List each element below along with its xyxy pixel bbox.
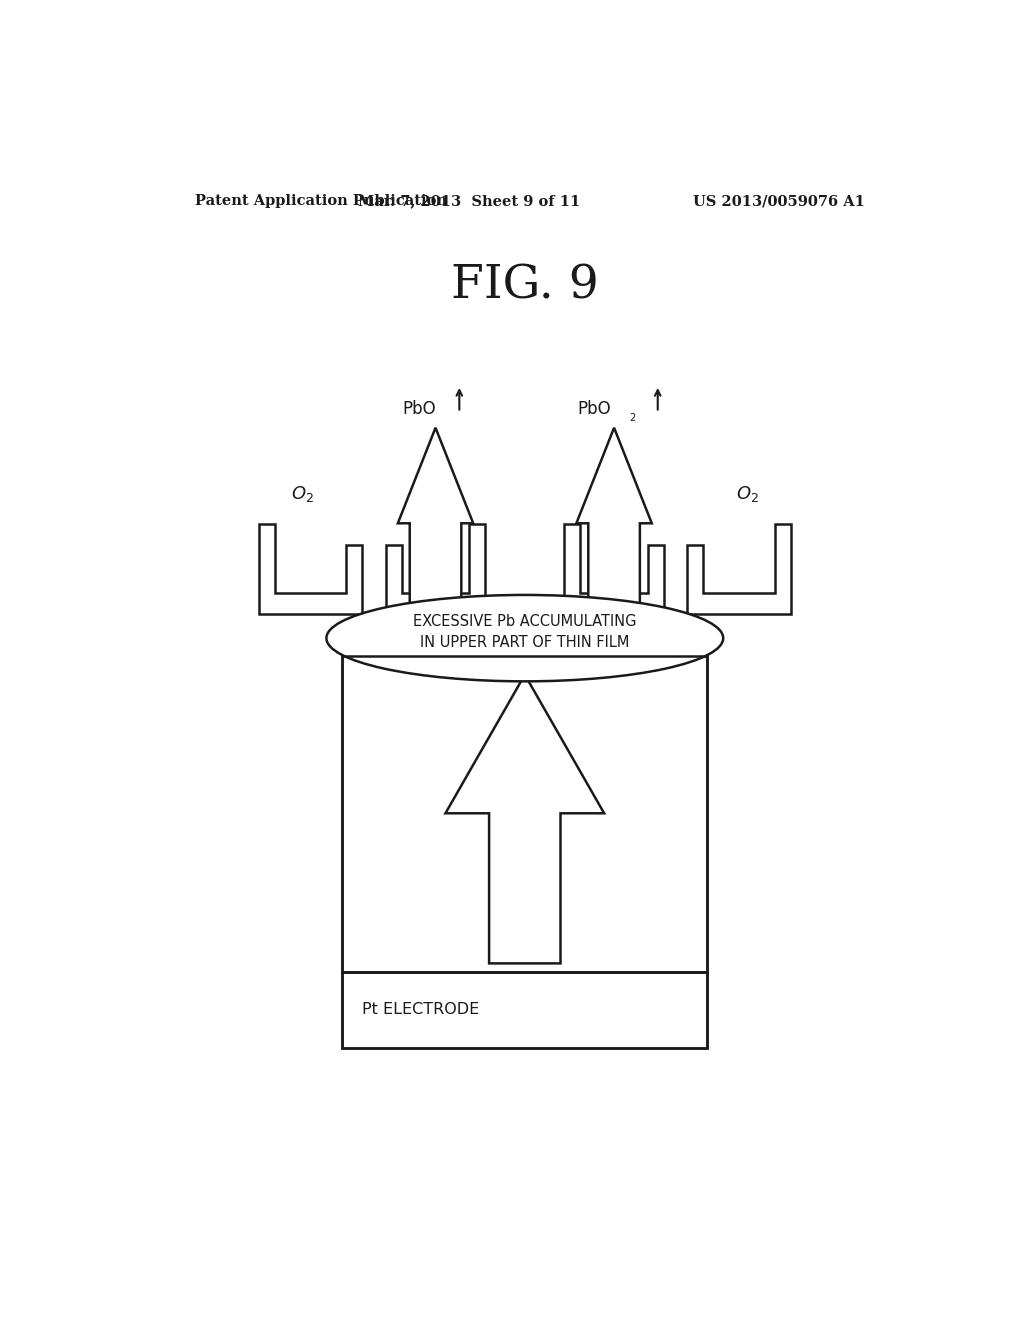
Text: US 2013/0059076 A1: US 2013/0059076 A1 [693, 194, 864, 209]
Polygon shape [564, 524, 664, 614]
Bar [342, 656, 708, 972]
Polygon shape [687, 524, 791, 614]
Polygon shape [397, 428, 473, 619]
Bar [342, 972, 708, 1048]
Polygon shape [445, 675, 604, 964]
Polygon shape [259, 524, 362, 614]
Text: $O_2$: $O_2$ [291, 484, 314, 504]
Polygon shape [577, 428, 652, 619]
Text: Patent Application Publication: Patent Application Publication [196, 194, 447, 209]
Text: $O_2$: $O_2$ [735, 484, 759, 504]
Text: Mar. 7, 2013  Sheet 9 of 11: Mar. 7, 2013 Sheet 9 of 11 [358, 194, 581, 209]
Text: EXCESSIVE Pb ACCUMULATING
IN UPPER PART OF THIN FILM: EXCESSIVE Pb ACCUMULATING IN UPPER PART … [413, 614, 637, 649]
Text: PbO: PbO [402, 400, 436, 417]
Text: Pt ELECTRODE: Pt ELECTRODE [362, 1002, 479, 1018]
Text: PbO: PbO [578, 400, 611, 417]
Bar [342, 656, 708, 972]
Ellipse shape [327, 595, 723, 681]
Bar [342, 972, 708, 1048]
Text: $_2$: $_2$ [629, 409, 636, 424]
Polygon shape [386, 524, 485, 614]
Text: FIG. 9: FIG. 9 [451, 263, 599, 308]
